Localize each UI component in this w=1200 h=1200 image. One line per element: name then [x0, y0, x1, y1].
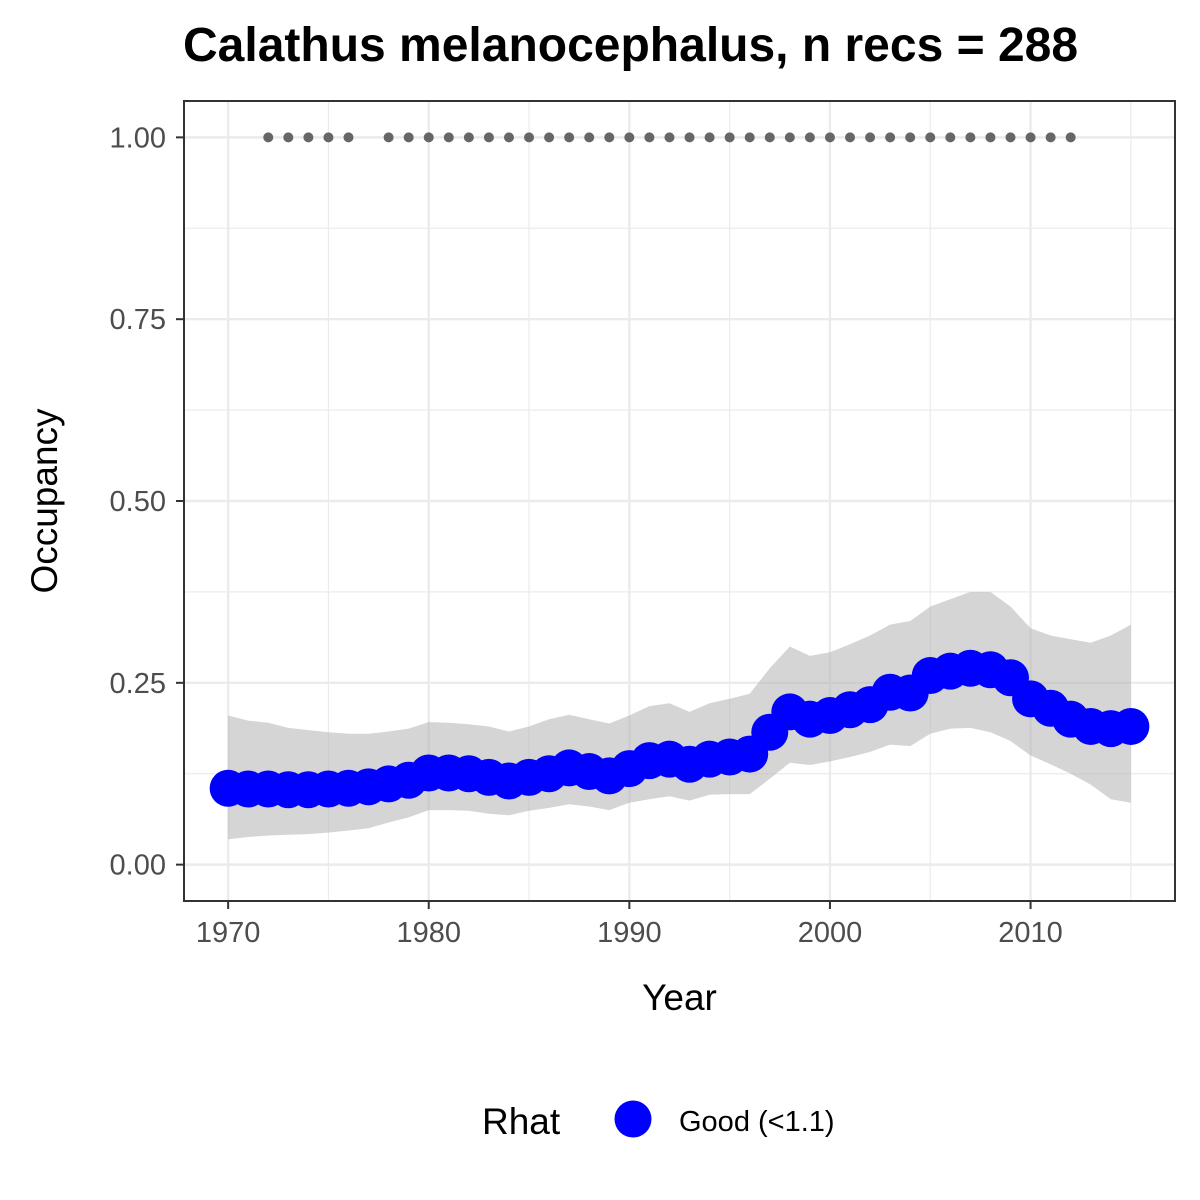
- legend-key-good: [614, 1100, 652, 1138]
- y-tick-label: 0.75: [110, 304, 166, 336]
- record-marker: [804, 132, 815, 143]
- record-marker: [824, 132, 835, 143]
- record-marker: [865, 132, 876, 143]
- y-tick-label: 0.50: [110, 486, 166, 518]
- x-tick-label: 1970: [196, 917, 261, 949]
- chart-title: Calathus melanocephalus, n recs = 288: [183, 19, 1079, 72]
- record-marker: [564, 132, 575, 143]
- y-tick-label: 0.25: [110, 668, 166, 700]
- y-tick-label: 0.00: [110, 850, 166, 882]
- record-marker: [524, 132, 535, 143]
- record-marker: [1005, 132, 1016, 143]
- y-axis-title: Occupancy: [24, 408, 65, 594]
- axes: 1970 1980 1990 2000 2010 0.00 0.25 0.50 0.75 1.00: [110, 122, 1063, 949]
- record-marker: [764, 132, 775, 143]
- legend: Rhat Good (<1.1): [482, 1100, 835, 1142]
- legend-label-good: Good (<1.1): [679, 1106, 835, 1138]
- record-marker: [584, 132, 595, 143]
- record-marker: [263, 132, 274, 143]
- record-marker: [664, 132, 675, 143]
- record-marker: [724, 132, 735, 143]
- record-marker: [784, 132, 795, 143]
- record-marker: [925, 132, 936, 143]
- record-marker: [965, 132, 976, 143]
- record-marker: [744, 132, 755, 143]
- x-tick-label: 2010: [998, 917, 1063, 949]
- record-marker: [283, 132, 294, 143]
- record-marker: [624, 132, 635, 143]
- occupancy-point: [1112, 707, 1150, 745]
- record-marker: [985, 132, 996, 143]
- record-marker: [684, 132, 695, 143]
- record-marker: [503, 132, 514, 143]
- record-marker: [644, 132, 655, 143]
- record-marker: [383, 132, 394, 143]
- occupancy-points: [209, 649, 1150, 809]
- record-marker: [343, 132, 354, 143]
- x-tick-label: 1980: [396, 917, 461, 949]
- x-tick-label: 1990: [597, 917, 662, 949]
- record-marker: [463, 132, 474, 143]
- x-axis-title: Year: [642, 977, 717, 1018]
- record-marker: [604, 132, 615, 143]
- x-tick-label: 2000: [798, 917, 863, 949]
- record-marker: [885, 132, 896, 143]
- record-marker: [303, 132, 314, 143]
- record-marker: [483, 132, 494, 143]
- record-marker: [1025, 132, 1036, 143]
- record-marker: [423, 132, 434, 143]
- record-marker: [1065, 132, 1076, 143]
- record-marker: [704, 132, 715, 143]
- record-marker: [1045, 132, 1056, 143]
- y-tick-label: 1.00: [110, 122, 166, 154]
- record-marker: [403, 132, 414, 143]
- record-marker: [905, 132, 916, 143]
- record-marker: [544, 132, 555, 143]
- record-markers: [263, 132, 1076, 143]
- legend-title: Rhat: [482, 1101, 561, 1142]
- record-marker: [945, 132, 956, 143]
- record-marker: [443, 132, 454, 143]
- record-marker: [845, 132, 856, 143]
- record-marker: [323, 132, 334, 143]
